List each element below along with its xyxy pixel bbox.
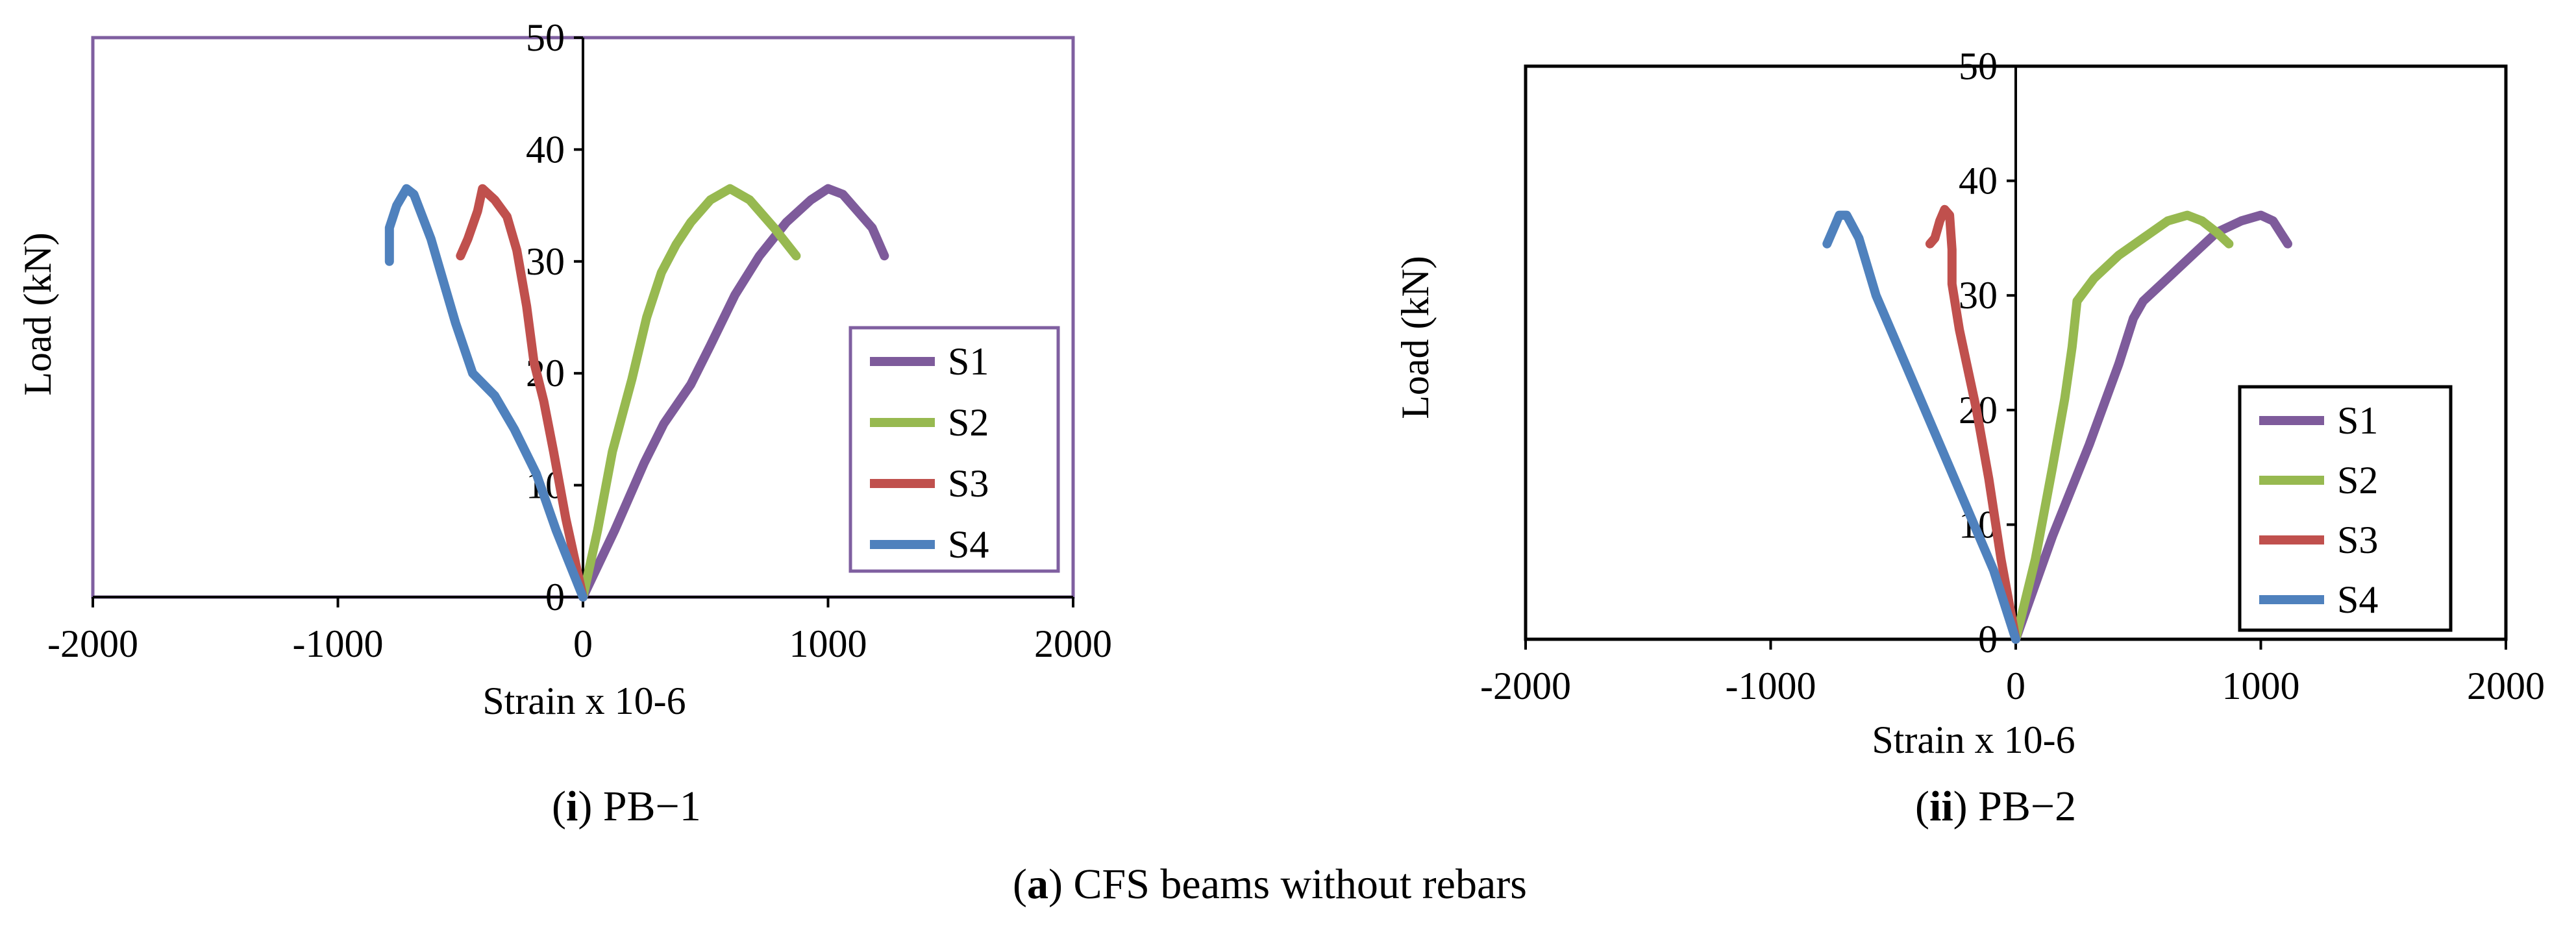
- x-tick-label: -2000: [1480, 665, 1571, 707]
- x-tick-label: 0: [2006, 665, 2025, 707]
- panel-caption-i: (i) PB−1: [552, 783, 701, 830]
- y-tick-label: 30: [1959, 274, 1998, 317]
- legend-frame: [848, 326, 1060, 573]
- legend-label-s4: S4: [2337, 578, 2378, 621]
- series-line-s4: [384, 184, 588, 602]
- legend-frame: [2238, 385, 2453, 632]
- panel-caption-ii-letter: ii: [1929, 783, 1953, 830]
- figure-caption: (a) CFS beams without rebars: [1013, 861, 1527, 908]
- x-tick-label: 0: [573, 622, 593, 665]
- figure-caption-letter: a: [1026, 861, 1048, 908]
- panel-caption-ii: (ii) PB−2: [1915, 783, 2077, 830]
- y-tick-label: 40: [1959, 160, 1998, 202]
- x-tick-label: 1000: [2222, 665, 2300, 707]
- y-tick-label: 50: [1959, 45, 1998, 88]
- legend-label-s1: S1: [2337, 399, 2378, 442]
- y-tick-label: 0: [545, 576, 565, 618]
- legend-label-s2: S2: [2337, 459, 2378, 502]
- legend: S1 S2 S3 S4: [2238, 385, 2453, 632]
- y-tick-label: 40: [526, 128, 565, 171]
- y-axis-label: Load (kN): [1394, 256, 1437, 419]
- x-tick-label: 2000: [1034, 622, 1112, 665]
- series-line-s2: [2011, 210, 2234, 644]
- legend-label-s3: S3: [2337, 519, 2378, 561]
- series-line-s1: [2011, 210, 2292, 644]
- figure-caption-text: CFS beams without rebars: [1062, 861, 1527, 908]
- legend: S1 S2 S3 S4: [848, 326, 1060, 573]
- panel-caption-ii-text: PB−2: [1967, 783, 2077, 830]
- x-axis-label: Strain x 10-6: [1872, 718, 2075, 761]
- panel-caption-i-text: PB−1: [592, 783, 701, 830]
- series-line-s2: [578, 184, 801, 602]
- x-tick-label: 2000: [2467, 665, 2545, 707]
- legend-label-s2: S2: [948, 401, 989, 444]
- series-line-s3: [456, 184, 588, 602]
- x-tick-label: -2000: [47, 622, 138, 665]
- y-tick-label: 0: [1978, 618, 1998, 661]
- x-tick-label: -1000: [293, 622, 384, 665]
- series-line-s3: [1925, 204, 2020, 644]
- series-line-s1: [578, 184, 889, 602]
- x-tick-label: -1000: [1726, 665, 1816, 707]
- legend-label-s4: S4: [948, 523, 989, 566]
- y-tick-label: 50: [526, 16, 565, 59]
- y-axis-label: Load (kN): [16, 232, 59, 396]
- series-line-s4: [1822, 210, 2020, 644]
- x-axis-label: Strain x 10-6: [482, 679, 686, 722]
- legend-label-s3: S3: [948, 462, 989, 505]
- x-tick-label: 1000: [789, 622, 867, 665]
- legend-label-s1: S1: [948, 340, 989, 383]
- y-tick-label: 30: [526, 240, 565, 283]
- panel-caption-i-letter: i: [565, 783, 578, 830]
